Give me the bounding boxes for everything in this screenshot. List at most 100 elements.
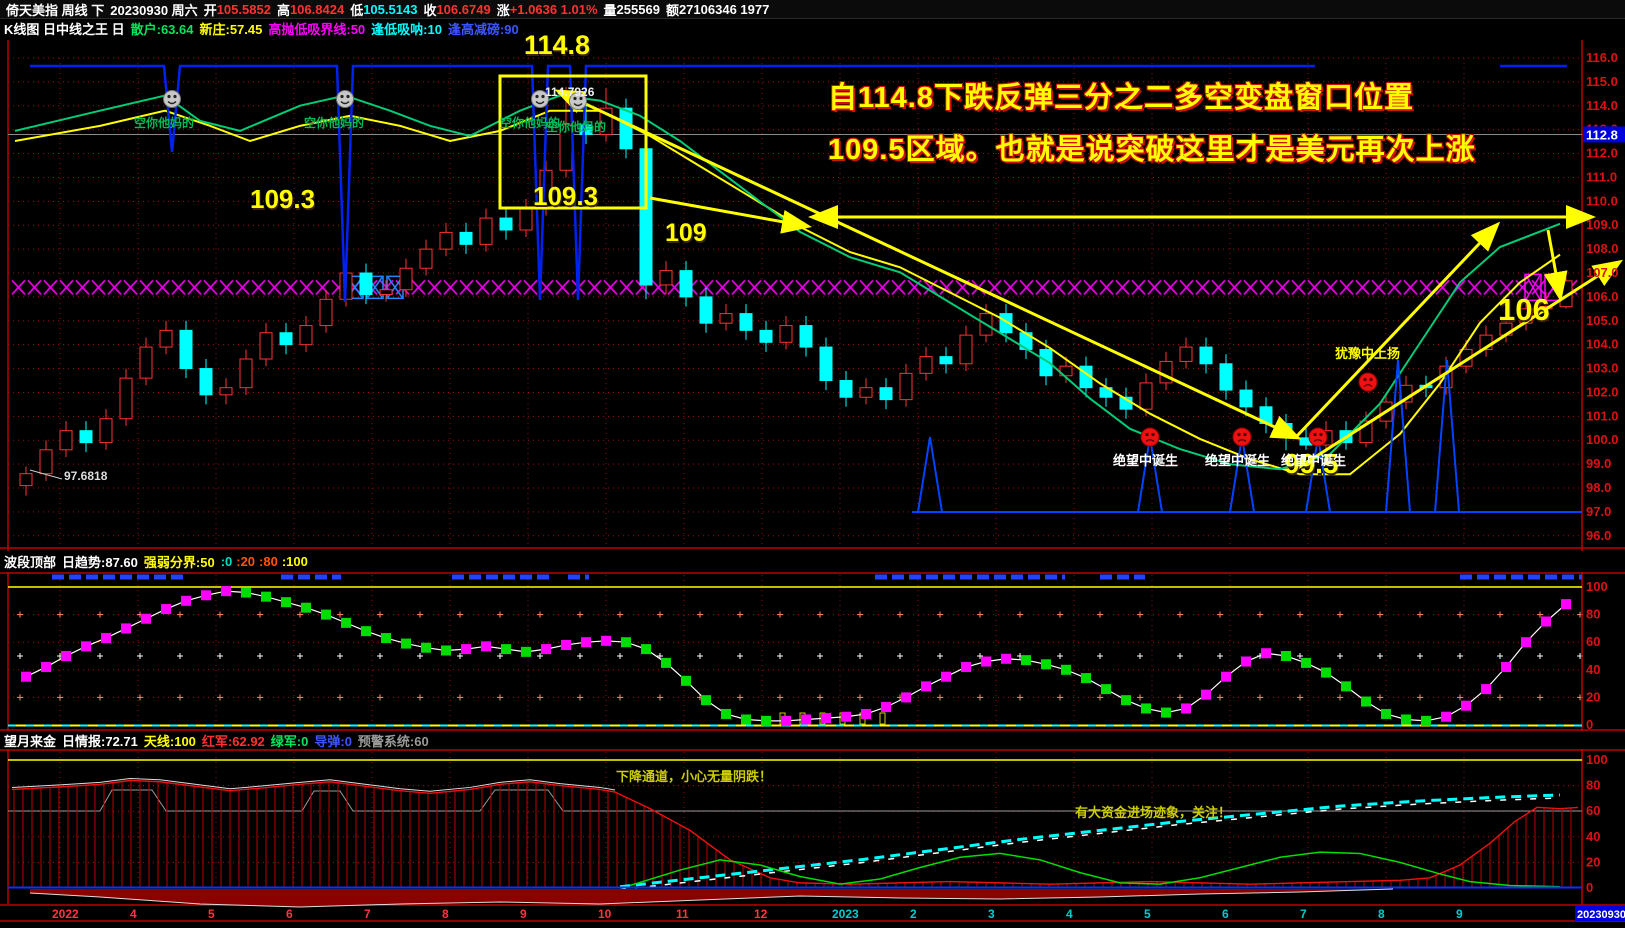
smiley-icon <box>336 90 354 108</box>
svg-text:100: 100 <box>1586 579 1608 594</box>
newmaker-value: 新庄:57.45 <box>199 22 263 37</box>
sell-high-value: 逢高减磅:90 <box>447 22 519 37</box>
svg-text:20: 20 <box>1586 854 1600 869</box>
svg-text:110.0: 110.0 <box>1586 193 1618 208</box>
yellow-trend-lines <box>554 89 1624 470</box>
close-value: 106.6749 <box>436 1 491 17</box>
svg-text:0: 0 <box>1586 717 1593 732</box>
svg-text:6: 6 <box>1222 907 1229 921</box>
sad-face-markers <box>1140 372 1378 447</box>
svg-text:20230930: 20230930 <box>1577 909 1625 921</box>
svg-text:2: 2 <box>910 907 917 921</box>
svg-text:98.0: 98.0 <box>1586 480 1611 495</box>
amount-label: 额 <box>665 2 679 18</box>
divide-value: 强弱分界:50 <box>143 555 215 570</box>
svg-text:96.0: 96.0 <box>1586 528 1611 543</box>
svg-text:80: 80 <box>1586 607 1600 622</box>
level-100: :100 <box>281 554 308 569</box>
svg-text:105.0: 105.0 <box>1586 313 1619 328</box>
svg-text:7: 7 <box>364 907 371 921</box>
svg-text:115.0: 115.0 <box>1586 74 1618 89</box>
title-bar: 倚天美指 周线 下 20230930 周六 开 105.5852 高 106.8… <box>0 0 1625 19</box>
retail-value: 散户:63.64 <box>130 22 194 37</box>
xx-band <box>11 273 1578 302</box>
svg-text:10: 10 <box>598 907 612 921</box>
gridlines <box>8 57 1582 886</box>
sad-face-icon <box>1308 427 1328 447</box>
sad-face-icon <box>1140 427 1160 447</box>
trend-value: 日趋势:87.60 <box>62 555 138 570</box>
symbol-period: 倚天美指 周线 下 <box>6 2 105 18</box>
open-value: 105.5852 <box>216 1 271 17</box>
svg-text:60: 60 <box>1586 634 1600 649</box>
low-pointer-line <box>29 469 63 480</box>
svg-text:0: 0 <box>1586 880 1593 895</box>
smiley-icon <box>163 90 181 108</box>
moon-gold-panel <box>8 759 1582 908</box>
sad-face-icon <box>1232 427 1252 447</box>
svg-text:109.0: 109.0 <box>1586 217 1619 232</box>
green-army-value: 绿军:0 <box>270 733 309 749</box>
svg-text:116.0: 116.0 <box>1586 50 1618 65</box>
svg-text:2023: 2023 <box>832 907 859 921</box>
current-date-box: 20230930 <box>1575 906 1625 921</box>
svg-text:100.0: 100.0 <box>1586 432 1619 447</box>
svg-text:60: 60 <box>1586 803 1600 818</box>
svg-text:7: 7 <box>1300 907 1307 921</box>
svg-text:104.0: 104.0 <box>1586 337 1619 352</box>
close-label: 收 <box>423 2 437 18</box>
amount-value: 27106346 1977 <box>678 1 770 17</box>
oscillator-axes: 100 100 80 80 60 60 40 40 20 20 0 0 <box>1586 579 1608 895</box>
indicator-name: 波段顶部 <box>4 555 57 570</box>
svg-text:97.0: 97.0 <box>1586 504 1611 519</box>
moon-gold-header: 望月来金 日情报:72.71 天线:100 红军:62.92 绿军:0 导弹:0… <box>0 731 1625 749</box>
svg-text:9: 9 <box>520 907 527 921</box>
svg-text:101.0: 101.0 <box>1586 408 1619 423</box>
svg-text:8: 8 <box>442 907 449 921</box>
intel-value: 日情报:72.71 <box>62 733 138 749</box>
volume-value: 255569 <box>616 1 660 17</box>
svg-text:112.8: 112.8 <box>1586 127 1618 142</box>
indicator-name: 望月来金 <box>4 733 57 749</box>
level-0: :0 <box>220 554 233 569</box>
svg-text:5: 5 <box>208 907 215 921</box>
svg-text:100: 100 <box>1586 752 1608 767</box>
high-label: 高 <box>276 2 290 18</box>
svg-text:80: 80 <box>1586 778 1600 793</box>
sad-face-icon <box>1358 372 1378 392</box>
quote-date: 20230930 周六 <box>110 2 198 18</box>
level-80: :80 <box>259 554 278 569</box>
low-label: 低 <box>350 2 364 18</box>
buy-low-value: 逢低吸呐:10 <box>371 22 442 37</box>
svg-text:106.0: 106.0 <box>1586 289 1619 304</box>
red-army-value: 红军:62.92 <box>201 733 265 749</box>
svg-text:114.0: 114.0 <box>1586 98 1618 113</box>
svg-text:3: 3 <box>988 907 995 921</box>
wave-top-header: 波段顶部 日趋势:87.60 强弱分界:50 :0 :20 :80 :100 <box>0 551 1625 572</box>
svg-text:5: 5 <box>1144 907 1151 921</box>
kline-prefix: K线图 日中线之王 日 <box>4 22 125 37</box>
warn-system-value: 预警系统:60 <box>357 733 429 749</box>
svg-text:108.0: 108.0 <box>1586 241 1619 256</box>
price-axis: 116.0115.0114.0113.0112.0111.0110.0109.0… <box>1586 50 1619 543</box>
smiley-icon <box>531 90 549 108</box>
smiley-icon <box>569 92 587 110</box>
high-value: 106.8424 <box>289 1 345 17</box>
sky-line-value: 天线:100 <box>143 733 196 749</box>
low-value: 105.5143 <box>363 1 418 17</box>
level-20: :20 <box>236 554 256 569</box>
svg-text:99.0: 99.0 <box>1586 456 1611 471</box>
svg-text:11: 11 <box>676 907 689 921</box>
svg-text:12: 12 <box>754 907 768 921</box>
level-crosses <box>17 611 1583 701</box>
blue-top-line <box>30 64 1567 303</box>
svg-text:40: 40 <box>1586 829 1600 844</box>
volume-label: 量 <box>603 2 617 18</box>
wave-top-panel <box>8 574 1582 727</box>
svg-text:8: 8 <box>1378 907 1385 921</box>
change-label: 涨 <box>496 2 510 18</box>
svg-text:4: 4 <box>1066 907 1073 921</box>
svg-text:2022: 2022 <box>52 907 79 921</box>
panel-frame <box>0 40 1625 922</box>
